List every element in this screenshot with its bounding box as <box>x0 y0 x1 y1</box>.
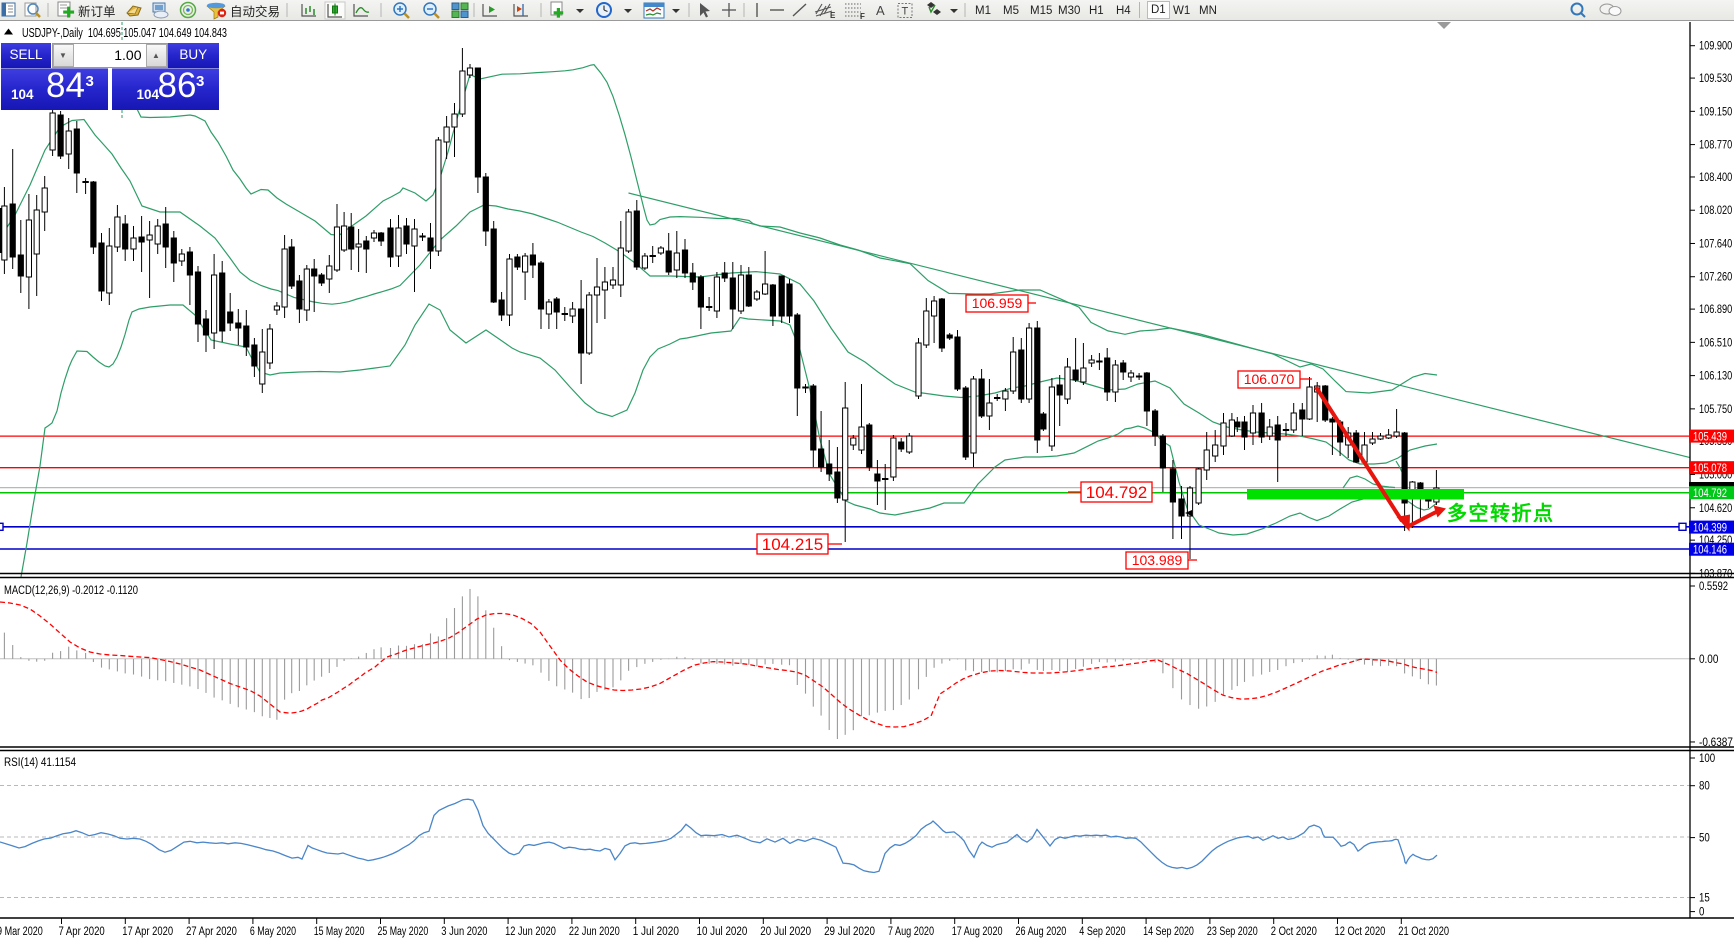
svg-text:105.078: 105.078 <box>1693 463 1727 475</box>
svg-text:108.400: 108.400 <box>1699 172 1732 184</box>
svg-text:A: A <box>876 3 885 18</box>
svg-text:107.640: 107.640 <box>1699 238 1732 250</box>
svg-text:0.5592: 0.5592 <box>1699 581 1728 593</box>
svg-text:50: 50 <box>1699 833 1710 845</box>
svg-text:103.870: 103.870 <box>1699 568 1732 580</box>
svg-text:0.00: 0.00 <box>1699 654 1718 666</box>
svg-text:20 Jul 2020: 20 Jul 2020 <box>760 926 811 938</box>
svg-text:105.439: 105.439 <box>1693 431 1727 443</box>
svg-text:104.792: 104.792 <box>1693 488 1727 500</box>
svg-text:1 Jul 2020: 1 Jul 2020 <box>633 926 679 938</box>
svg-text:6 May 2020: 6 May 2020 <box>250 926 296 938</box>
svg-text:3 Jun 2020: 3 Jun 2020 <box>441 926 487 938</box>
svg-text:26 Aug 2020: 26 Aug 2020 <box>1016 926 1067 938</box>
svg-text:104.792: 104.792 <box>1086 483 1147 502</box>
svg-text:109.900: 109.900 <box>1699 41 1732 53</box>
svg-text:100: 100 <box>1699 753 1715 765</box>
svg-text:105.750: 105.750 <box>1699 404 1732 416</box>
svg-text:-0.6387: -0.6387 <box>1699 737 1733 749</box>
svg-text:106.510: 106.510 <box>1699 337 1732 349</box>
svg-text:10 Jul 2020: 10 Jul 2020 <box>697 926 748 938</box>
svg-text:109.530: 109.530 <box>1699 73 1732 85</box>
svg-text:22 Jun 2020: 22 Jun 2020 <box>569 926 620 938</box>
svg-text:RSI(14) 41.1154: RSI(14) 41.1154 <box>4 757 77 769</box>
svg-text:106.959: 106.959 <box>972 295 1023 311</box>
svg-text:104.146: 104.146 <box>1693 544 1727 556</box>
svg-text:107.260: 107.260 <box>1699 272 1732 284</box>
svg-text:80: 80 <box>1699 781 1710 793</box>
svg-text:15 May 2020: 15 May 2020 <box>314 926 365 938</box>
svg-text:27 Apr 2020: 27 Apr 2020 <box>186 926 237 938</box>
svg-text:29 Mar 2020: 29 Mar 2020 <box>0 926 43 938</box>
svg-text:12 Jun 2020: 12 Jun 2020 <box>505 926 556 938</box>
svg-text:多空转折点: 多空转折点 <box>1447 501 1553 525</box>
svg-text:21 Oct 2020: 21 Oct 2020 <box>1398 926 1449 938</box>
svg-text:106.130: 106.130 <box>1699 371 1732 383</box>
svg-text:12 Oct 2020: 12 Oct 2020 <box>1335 926 1386 938</box>
svg-text:104.620: 104.620 <box>1699 503 1732 515</box>
svg-text:104.399: 104.399 <box>1693 522 1727 534</box>
svg-text:108.770: 108.770 <box>1699 140 1732 152</box>
svg-text:29 Jul 2020: 29 Jul 2020 <box>824 926 875 938</box>
svg-text:4 Sep 2020: 4 Sep 2020 <box>1079 926 1125 938</box>
svg-text:15: 15 <box>1699 893 1710 905</box>
svg-text:USDJPY-,Daily 104.695 105.047: USDJPY-,Daily 104.695 105.047 104.649 10… <box>22 25 227 40</box>
svg-text:F: F <box>860 12 865 21</box>
svg-text:T: T <box>902 6 909 18</box>
svg-text:23 Sep 2020: 23 Sep 2020 <box>1207 926 1258 938</box>
svg-text:106.890: 106.890 <box>1699 304 1732 316</box>
svg-text:7 Apr 2020: 7 Apr 2020 <box>59 926 105 938</box>
svg-text:25 May 2020: 25 May 2020 <box>378 926 429 938</box>
svg-text:109.150: 109.150 <box>1699 106 1732 118</box>
svg-text:14 Sep 2020: 14 Sep 2020 <box>1143 926 1194 938</box>
svg-text:108.020: 108.020 <box>1699 205 1732 217</box>
svg-text:MACD(12,26,9) -0.2012 -0.1120: MACD(12,26,9) -0.2012 -0.1120 <box>4 585 138 597</box>
svg-text:7 Aug 2020: 7 Aug 2020 <box>888 926 934 938</box>
svg-text:17 Apr 2020: 17 Apr 2020 <box>122 926 173 938</box>
svg-text:106.070: 106.070 <box>1244 371 1295 387</box>
svg-text:103.989: 103.989 <box>1132 552 1183 568</box>
svg-text:17 Aug 2020: 17 Aug 2020 <box>952 926 1003 938</box>
svg-text:2 Oct 2020: 2 Oct 2020 <box>1271 926 1317 938</box>
svg-text:0: 0 <box>1699 907 1704 919</box>
svg-text:E: E <box>830 11 836 20</box>
svg-text:104.215: 104.215 <box>762 535 823 554</box>
